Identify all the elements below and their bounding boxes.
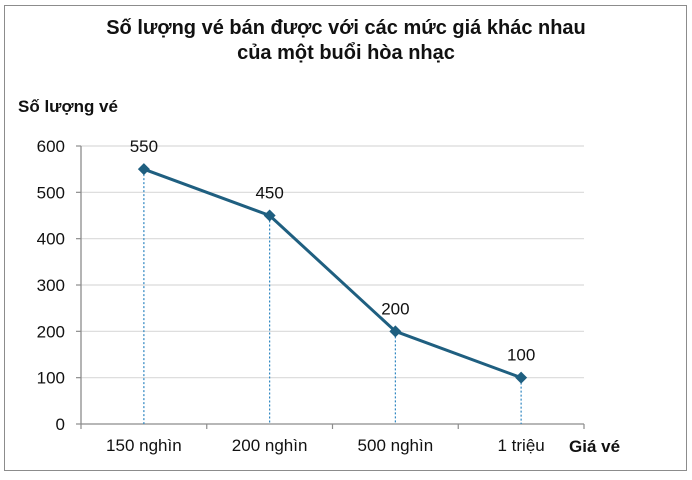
y-axis-label: Số lượng vé [18,97,118,116]
y-tick-label: 600 [37,137,65,156]
series-line [143,167,522,380]
x-tick-label: 200 nghìn [232,436,308,455]
y-tick-label: 300 [37,276,65,295]
diamond-marker [515,371,528,384]
data-label: 100 [507,346,535,365]
data-label: 550 [130,137,158,156]
y-tick-label: 200 [37,322,65,341]
x-tick-label: 1 triệu [498,436,545,455]
data-label: 450 [255,184,283,203]
y-tick-label: 100 [37,369,65,388]
diamond-marker [263,209,276,222]
y-tick-label: 0 [56,415,65,434]
data-label: 200 [381,299,409,318]
chart-title-line-1: Số lượng vé bán được với các mức giá khá… [106,17,586,39]
x-axis-label: Giá vé [569,437,621,456]
y-tick-label: 500 [37,183,65,202]
x-tick-label: 150 nghìn [106,436,182,455]
chart-title: Số lượng vé bán được với các mức giá khá… [0,16,692,66]
x-tick-label: 500 nghìn [358,436,434,455]
y-tick-label: 400 [37,230,65,249]
chart-frame [4,5,687,471]
chart-title-line-2: của một buổi hòa nhạc [237,42,455,64]
diamond-marker [137,163,150,176]
diamond-marker [389,325,402,338]
